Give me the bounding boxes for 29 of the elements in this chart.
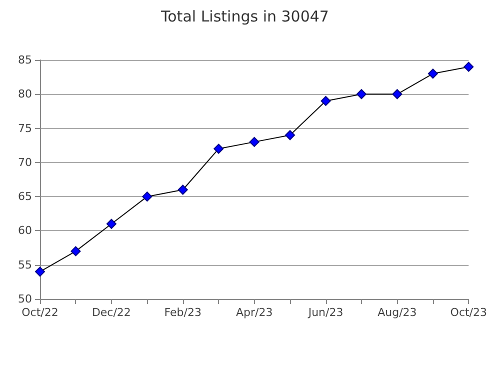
point	[214, 144, 224, 154]
x-tick-label: Apr/23	[236, 306, 273, 319]
point	[392, 89, 402, 100]
point	[106, 218, 116, 229]
y-tick-label: 75	[18, 122, 32, 135]
x-tick-label: Feb/23	[164, 306, 202, 319]
y-tick-label: 60	[18, 224, 32, 238]
point	[356, 89, 366, 100]
point	[428, 68, 438, 79]
x-tick-label: Aug/23	[378, 306, 417, 319]
y-tick-label: 55	[18, 258, 32, 272]
y-tick-label: 65	[18, 190, 32, 204]
point	[178, 184, 188, 195]
point	[35, 266, 45, 277]
point	[285, 130, 296, 140]
chart-title: Total Listings in 30047	[160, 8, 329, 26]
point	[70, 246, 81, 256]
point	[320, 96, 331, 106]
y-tick-label: 80	[18, 88, 32, 101]
point	[464, 62, 474, 72]
y-tick-label: 85	[18, 54, 32, 66]
y-tick-label: 70	[18, 156, 32, 169]
x-tick-label: Oct/23	[450, 306, 488, 319]
y-tick-label: 50	[18, 292, 32, 306]
point	[249, 136, 260, 147]
x-tick-label: Jun/23	[307, 306, 344, 319]
point	[142, 192, 152, 202]
x-tick-label: Dec/22	[92, 306, 131, 319]
x-tick-label: Oct/22	[22, 306, 58, 319]
